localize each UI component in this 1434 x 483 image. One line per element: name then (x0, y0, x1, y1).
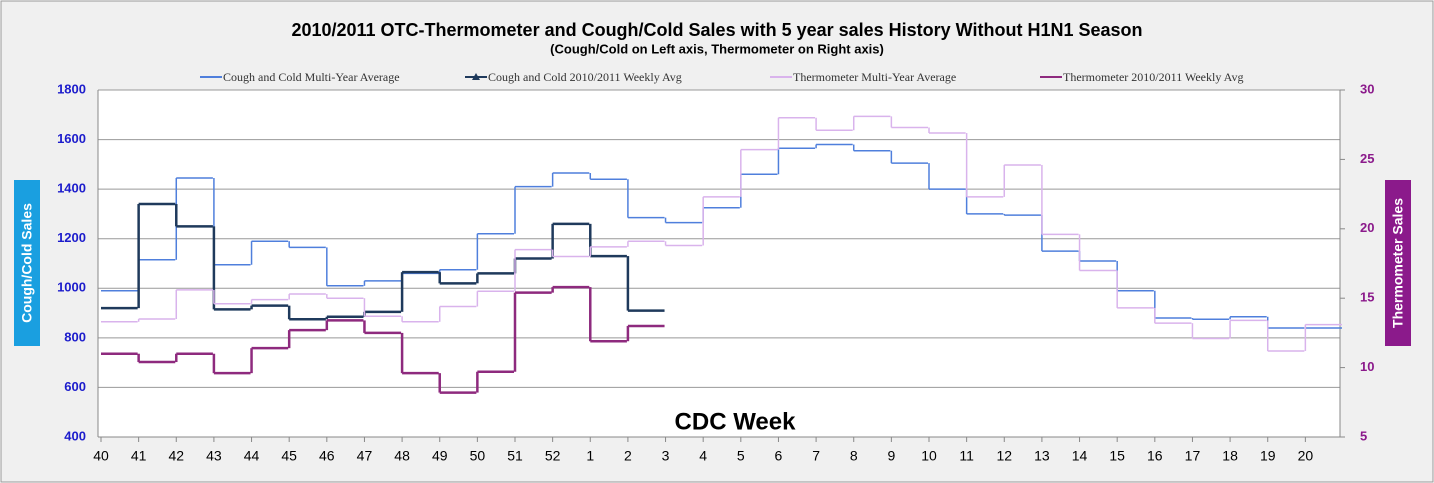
x-tick-label: 45 (281, 448, 297, 464)
x-tick-label: 20 (1298, 448, 1314, 464)
y-tick-label: 600 (64, 379, 86, 394)
x-tick-label: 9 (887, 448, 895, 464)
y-tick-label: 400 (64, 428, 86, 443)
legend-marker (472, 73, 480, 80)
y-tick-label: 1200 (57, 230, 86, 245)
y-axis-title-box (14, 180, 40, 346)
x-tick-label: 1 (586, 448, 594, 464)
chart-subtitle: (Cough/Cold on Left axis, Thermometer on… (550, 41, 884, 56)
x-tick-label: 40 (93, 448, 109, 464)
x-tick-label: 17 (1185, 448, 1201, 464)
x-tick-label: 8 (850, 448, 858, 464)
y-tick-label: 800 (64, 329, 86, 344)
x-tick-label: 46 (319, 448, 335, 464)
y2-tick-label: 15 (1360, 290, 1374, 305)
y-tick-label: 1000 (57, 280, 86, 295)
x-tick-label: 2 (624, 448, 632, 464)
y2-tick-label: 10 (1360, 359, 1374, 374)
x-tick-label: 6 (775, 448, 783, 464)
x-tick-label: 19 (1260, 448, 1276, 464)
y2-axis-title: Thermometer Sales (1390, 198, 1406, 328)
x-tick-label: 50 (470, 448, 486, 464)
y-axis-title: Cough/Cold Sales (19, 203, 35, 323)
chart-title: 2010/2011 OTC-Thermometer and Cough/Cold… (291, 20, 1142, 40)
y2-tick-label: 5 (1360, 428, 1367, 443)
x-tick-label: 18 (1222, 448, 1238, 464)
x-tick-label: 16 (1147, 448, 1163, 464)
x-tick-label: 48 (394, 448, 410, 464)
x-axis-title: CDC Week (675, 408, 797, 435)
y-tick-label: 1400 (57, 181, 86, 196)
x-tick-label: 44 (244, 448, 260, 464)
legend-label: Thermometer Multi-Year Average (793, 70, 956, 84)
x-tick-label: 13 (1034, 448, 1050, 464)
x-tick-label: 3 (662, 448, 670, 464)
x-tick-label: 41 (131, 448, 147, 464)
x-tick-label: 4 (699, 448, 707, 464)
x-tick-label: 42 (168, 448, 184, 464)
y2-axis-title-box (1385, 180, 1411, 346)
x-tick-label: 51 (507, 448, 523, 464)
plot-area (98, 90, 1340, 437)
y2-tick-label: 30 (1360, 81, 1374, 96)
x-tick-label: 14 (1072, 448, 1088, 464)
x-tick-label: 10 (921, 448, 937, 464)
x-tick-label: 49 (432, 448, 448, 464)
legend-label: Cough and Cold 2010/2011 Weekly Avg (488, 70, 682, 84)
x-tick-label: 7 (812, 448, 820, 464)
y-tick-label: 1800 (57, 81, 86, 96)
y2-tick-label: 20 (1360, 220, 1374, 235)
x-tick-label: 15 (1109, 448, 1125, 464)
y-tick-label: 1600 (57, 131, 86, 146)
legend-label: Cough and Cold Multi-Year Average (223, 70, 400, 84)
x-tick-label: 52 (545, 448, 561, 464)
x-tick-label: 12 (996, 448, 1012, 464)
y2-tick-label: 25 (1360, 151, 1374, 166)
x-tick-label: 11 (959, 448, 974, 464)
x-tick-label: 43 (206, 448, 222, 464)
x-tick-label: 5 (737, 448, 745, 464)
x-tick-label: 47 (357, 448, 373, 464)
legend-label: Thermometer 2010/2011 Weekly Avg (1063, 70, 1243, 84)
